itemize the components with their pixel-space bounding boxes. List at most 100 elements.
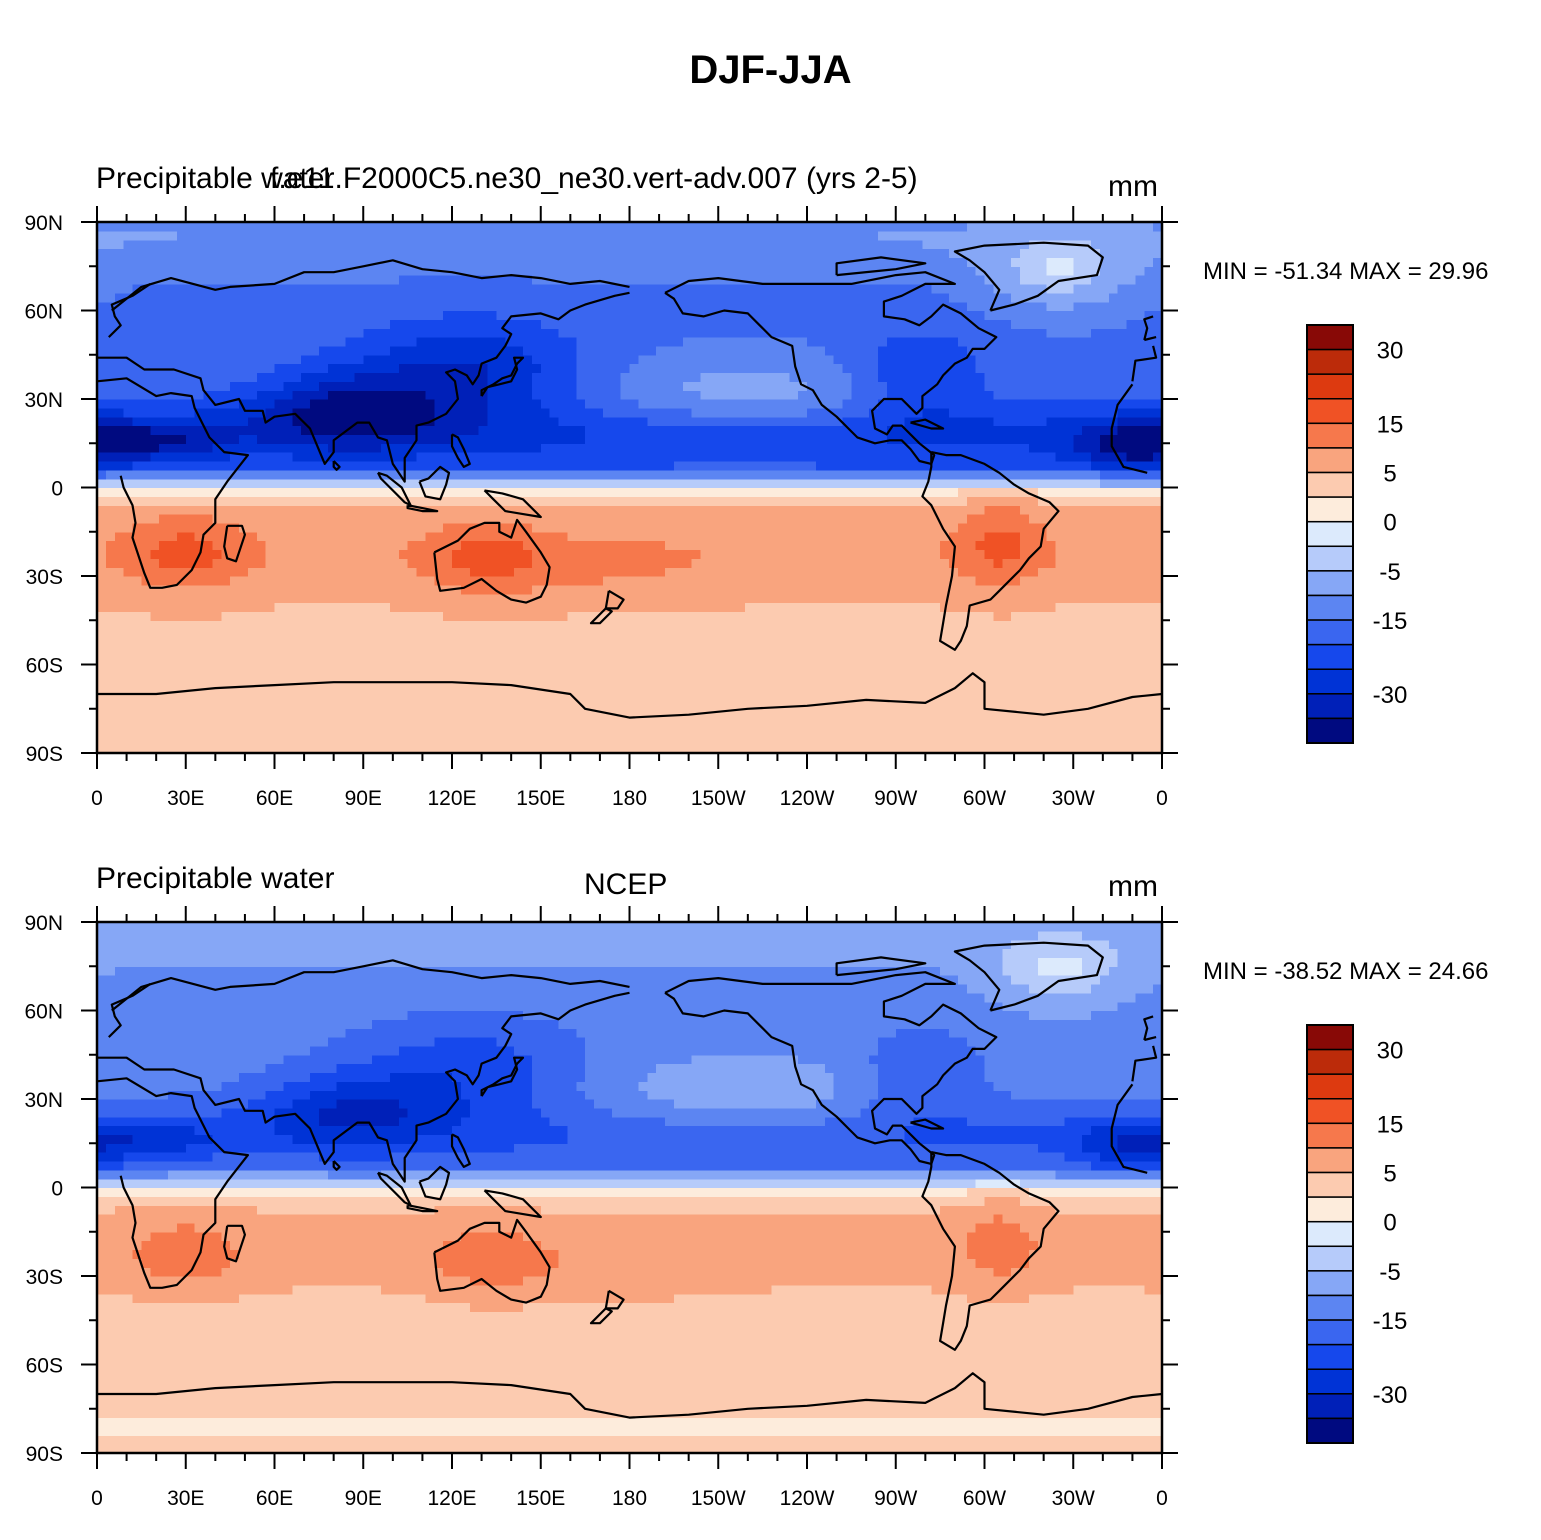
y-tick-label: 0 <box>51 1178 63 1201</box>
y-tick-label: 60S <box>26 655 63 678</box>
colorbar-label: 5 <box>1383 1161 1396 1188</box>
coastline <box>953 241 1104 312</box>
x-tick-label: 90E <box>345 787 382 810</box>
coastline <box>604 1289 625 1310</box>
coastline <box>377 1171 412 1207</box>
x-tick-label: 150E <box>516 1487 565 1510</box>
x-tick-label: 60W <box>963 1487 1006 1510</box>
coastline <box>406 504 439 513</box>
colorbar-swatch <box>1306 545 1354 572</box>
y-tick-label: 30N <box>24 389 63 412</box>
coastline <box>433 518 551 604</box>
colorbar-swatch <box>1306 1073 1354 1100</box>
coastline <box>418 1165 451 1201</box>
x-tick-label: 60W <box>963 787 1006 810</box>
x-tick-label: 180 <box>612 1487 647 1510</box>
colorbar-label: 30 <box>1377 1038 1404 1065</box>
colorbar-label: 5 <box>1383 461 1396 488</box>
colorbar-swatch <box>1306 398 1354 425</box>
x-tick-label: 150W <box>691 787 746 810</box>
colorbar-swatch <box>1306 643 1354 670</box>
x-tick-label: 60E <box>256 1487 293 1510</box>
x-tick-label: 30E <box>167 1487 204 1510</box>
y-tick-label: 60S <box>26 1355 63 1378</box>
y-tick-label: 60N <box>24 1001 63 1024</box>
x-tick-label: 90E <box>345 1487 382 1510</box>
coastlines <box>96 241 1163 719</box>
colorbar-label: 15 <box>1377 411 1404 438</box>
colorbar-label: 0 <box>1383 1210 1396 1237</box>
coastline <box>483 489 542 519</box>
colorbar-swatch <box>1306 1319 1354 1346</box>
panel-ncep: Precipitable water NCEP mm MIN = -38.52 … <box>0 840 1541 1540</box>
colorbar-label: 30 <box>1377 338 1404 365</box>
colorbar-swatch <box>1306 496 1354 523</box>
colorbar-swatch <box>1306 594 1354 621</box>
x-tick-label: 30E <box>167 787 204 810</box>
x-tick-label: 0 <box>91 787 103 810</box>
panel-center-label: f.e11.F2000C5.ne30_ne30.vert-adv.007 (yr… <box>270 162 918 195</box>
x-tick-label: 0 <box>91 1487 103 1510</box>
coastline <box>835 956 927 977</box>
colorbar-swatch <box>1306 520 1354 548</box>
x-tick-label: 120E <box>427 1487 476 1510</box>
coastline <box>377 471 412 507</box>
colorbar-swatch <box>1306 1196 1354 1223</box>
coastline <box>97 991 630 1183</box>
colorbar-label: 15 <box>1377 1111 1404 1138</box>
colorbar-swatch <box>1306 1245 1354 1272</box>
colorbar-swatch <box>1306 1147 1354 1174</box>
colorbar-swatch <box>1306 1098 1354 1125</box>
field-cells <box>97 222 1163 754</box>
y-tick-label: 60N <box>24 301 63 324</box>
colorbar-swatch <box>1306 1417 1354 1444</box>
coastline <box>835 256 927 277</box>
x-tick-label: 90W <box>874 787 917 810</box>
colorbar-swatch <box>1306 1171 1354 1198</box>
coastline <box>111 259 630 312</box>
coastline <box>921 451 1060 651</box>
colorbar-label: -5 <box>1379 1259 1400 1286</box>
x-tick-label: 60E <box>256 787 293 810</box>
panel-units-label: mm <box>1108 170 1158 203</box>
coastline <box>332 460 341 471</box>
x-tick-label: 90W <box>874 1487 917 1510</box>
x-tick-label: 150W <box>691 1487 746 1510</box>
map-plot: 0 30E 60E 90E 120E 150E 180 150W 120W 90W 60W 30W 0 9… <box>24 906 1178 1510</box>
coastline <box>97 291 630 483</box>
y-tick-label: 90S <box>26 1443 63 1466</box>
x-tick-label: 30W <box>1052 1487 1095 1510</box>
colorbar-label: -30 <box>1373 1382 1408 1409</box>
x-tick-label: 180 <box>612 787 647 810</box>
x-tick-label: 0 <box>1156 787 1168 810</box>
coastline <box>1143 315 1157 342</box>
map-plot: 0 30E 60E 90E 120E 150E 180 150W 120W 90W 60W 30W 0 9… <box>24 206 1178 810</box>
panel-model: Precipitable water f.e11.F2000C5.ne30_ne… <box>0 140 1541 840</box>
coastline <box>111 959 630 1012</box>
x-tick-label: 0 <box>1156 1487 1168 1510</box>
colorbar-swatch <box>1306 1270 1354 1297</box>
x-tick-label: 120W <box>780 787 835 810</box>
colorbar-label: -30 <box>1373 682 1408 709</box>
colorbar-swatch <box>1306 1220 1354 1248</box>
coastline <box>96 377 1148 589</box>
coastline <box>97 1372 1163 1419</box>
coastline <box>953 941 1104 1012</box>
colorbar-label: 0 <box>1383 510 1396 537</box>
coastline <box>604 589 625 610</box>
coastline <box>108 982 1158 1082</box>
colorbar-label: -5 <box>1379 559 1400 586</box>
coastline <box>910 418 945 430</box>
coastline <box>480 1056 525 1097</box>
coastlines <box>96 941 1163 1419</box>
colorbar-swatch <box>1306 1343 1354 1370</box>
y-tick-label: 0 <box>51 478 63 501</box>
coastline <box>664 971 998 1165</box>
colorbar-swatch <box>1306 1393 1354 1420</box>
colorbar-swatch <box>1306 422 1354 449</box>
coastline <box>664 271 998 465</box>
y-tick-label: 90N <box>24 912 63 935</box>
y-tick-label: 30S <box>26 566 63 589</box>
panel-units-label: mm <box>1108 870 1158 903</box>
colorbar-swatch <box>1306 1122 1354 1149</box>
